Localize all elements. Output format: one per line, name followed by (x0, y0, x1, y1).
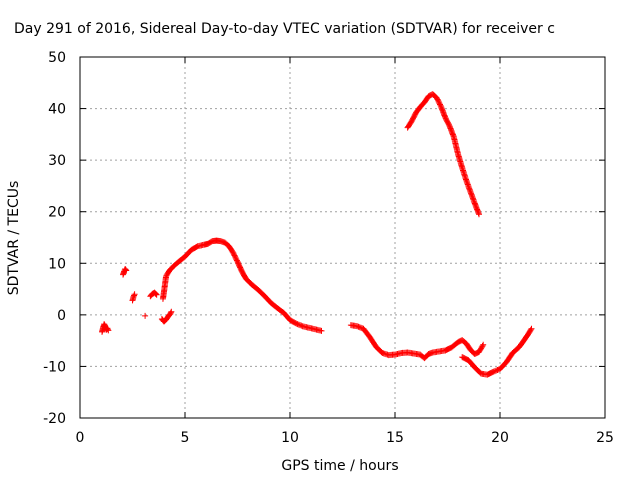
data-point (293, 320, 300, 327)
x-tick-label: 0 (76, 430, 85, 446)
data-point (298, 322, 305, 329)
data-point (230, 249, 237, 256)
data-point (435, 97, 442, 104)
x-tick-label: 25 (596, 430, 614, 446)
data-point (528, 325, 535, 332)
data-point (232, 253, 239, 260)
data-point (490, 368, 497, 375)
data-point (131, 292, 138, 299)
data-point (294, 321, 301, 328)
data-point (131, 291, 138, 298)
y-tick-label: 20 (48, 205, 66, 221)
axis-ticks (79, 56, 606, 419)
y-tick-label: -10 (43, 359, 66, 375)
data-point (152, 291, 159, 298)
data-point (476, 211, 482, 218)
data-point (232, 254, 239, 261)
data-point (434, 96, 441, 103)
data-point (355, 323, 362, 330)
data-point (435, 99, 442, 106)
x-tick-label: 15 (386, 430, 404, 446)
data-points (99, 91, 535, 378)
data-point (152, 290, 159, 297)
data-point (527, 326, 534, 333)
y-axis-label: SDTVAR / TECUs (6, 181, 22, 296)
data-point (357, 324, 364, 331)
y-tick-label: 50 (48, 50, 66, 66)
tick-labels: 0 5 10 15 20 25 -20 -10 0 10 20 30 40 50 (43, 50, 614, 446)
x-tick-label: 10 (281, 430, 299, 446)
data-point (493, 367, 500, 374)
x-axis-label: GPS time / hours (281, 458, 398, 474)
data-point (356, 324, 363, 331)
y-tick-label: 0 (57, 308, 66, 324)
y-tick-label: 40 (48, 102, 66, 118)
data-point (230, 251, 237, 258)
data-point (153, 291, 160, 298)
data-point (123, 267, 130, 274)
chart-title: Day 291 of 2016, Sidereal Day-to-day VTE… (14, 21, 555, 37)
y-tick-label: 30 (48, 153, 66, 169)
data-point (434, 95, 440, 102)
data-point (231, 252, 238, 259)
data-point (122, 266, 129, 273)
data-point (142, 312, 149, 319)
x-tick-label: 20 (491, 430, 509, 446)
data-point (479, 342, 486, 349)
plot-area-border (79, 56, 606, 419)
data-point (130, 293, 137, 300)
data-point (491, 368, 498, 375)
y-tick-label: 10 (48, 256, 66, 272)
data-point (437, 101, 443, 108)
data-point (436, 100, 443, 107)
data-point (297, 322, 304, 329)
data-point (105, 327, 112, 334)
data-point (167, 309, 174, 316)
data-point (168, 308, 175, 315)
data-point (354, 323, 361, 330)
y-tick-label: -20 (43, 411, 66, 427)
data-point (104, 326, 111, 333)
data-point (295, 321, 302, 328)
x-tick-label: 5 (181, 430, 190, 446)
data-point (480, 341, 487, 348)
data-point (233, 256, 240, 263)
grid-lines (80, 57, 605, 418)
data-point (318, 327, 325, 334)
data-point (494, 367, 501, 374)
